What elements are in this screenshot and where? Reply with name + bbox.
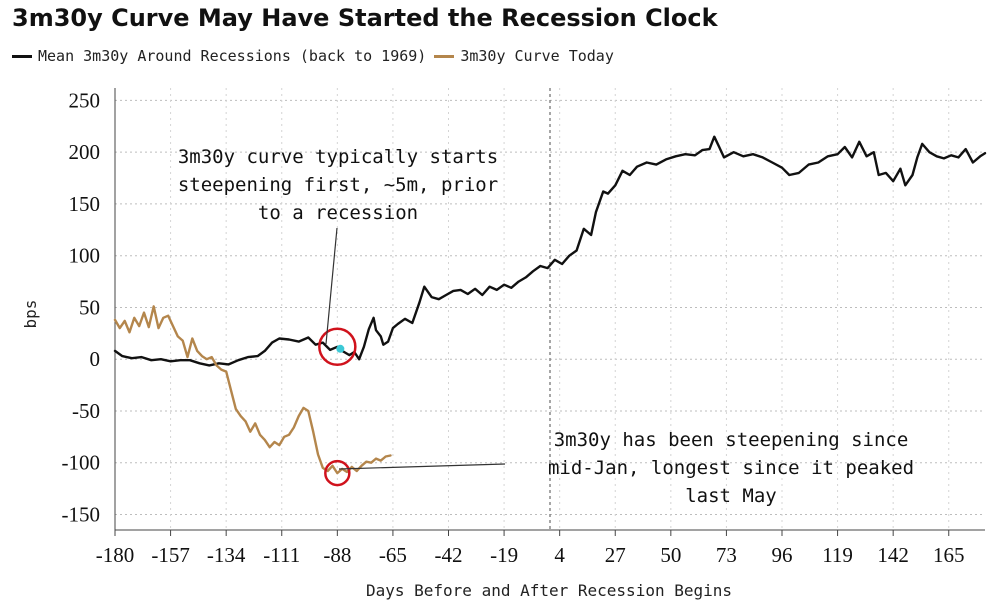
legend-label-mean: Mean 3m30y Around Recessions (back to 19…: [38, 47, 427, 65]
x-tick-label: -19: [490, 543, 518, 567]
x-tick-label: 142: [877, 543, 909, 567]
series-line-mean: [113, 135, 987, 367]
x-tick-label: 4: [554, 543, 565, 567]
y-tick-label: 50: [79, 295, 100, 319]
x-tick-label: 165: [933, 543, 965, 567]
annotation-line: steepening first, ~5m, prior: [178, 174, 498, 196]
y-axis-title: bps: [21, 300, 40, 329]
x-tick-label: 27: [605, 543, 626, 567]
x-axis-title: Days Before and After Recession Begins: [366, 581, 732, 600]
y-tick-label: 200: [69, 140, 101, 164]
y-tick-label: 250: [69, 88, 101, 112]
legend-swatch-today: [434, 54, 455, 58]
legend-label-today: 3m30y Curve Today: [460, 47, 614, 65]
annotation-pointer-1: [325, 227, 338, 345]
legend-item-today: 3m30y Curve Today: [434, 47, 614, 65]
x-tick-label: -65: [379, 543, 407, 567]
annotations: 3m30y curve typically starts steepening f…: [178, 146, 914, 507]
highlight-dot: [336, 344, 345, 353]
y-tick-label: -100: [62, 451, 101, 475]
chart-title: 3m30y Curve May Have Started the Recessi…: [12, 4, 718, 32]
series-lines: [113, 135, 987, 475]
annotation-pointer-2: [338, 463, 506, 470]
x-tick-label: 50: [660, 543, 681, 567]
x-tick-label: -157: [151, 543, 190, 567]
y-tick-label: -150: [62, 502, 101, 526]
x-tick-label: -180: [96, 543, 135, 567]
annotation-line: last May: [685, 485, 777, 507]
y-tick-label: -50: [72, 399, 100, 423]
annotation-line: 3m30y curve typically starts: [178, 146, 498, 168]
highlight-circle: [324, 459, 351, 487]
annotation-line: mid-Jan, longest since it peaked: [548, 457, 914, 479]
x-tick-label: -111: [263, 543, 300, 567]
x-tick-label: 96: [772, 543, 793, 567]
chart-legend: Mean 3m30y Around Recessions (back to 19…: [12, 44, 622, 68]
annotation-line: to a recession: [258, 202, 418, 224]
annotation-text-2: 3m30y has been steepening since mid-Jan, …: [548, 429, 914, 507]
highlight-circle: [318, 327, 357, 367]
annotation-line: 3m30y has been steepening since: [554, 429, 909, 451]
annotation-text-1: 3m30y curve typically starts steepening f…: [178, 146, 498, 224]
x-tick-label: -88: [323, 543, 351, 567]
series-line-today: [113, 305, 392, 475]
legend-swatch-mean: [12, 54, 32, 58]
y-tick-label: 0: [90, 347, 101, 371]
y-tick-label: 100: [69, 244, 101, 268]
x-tick-label: 73: [716, 543, 737, 567]
axes: 250 200 150 100 50 0 -50 -100 -150 -180 -157 -134 -1…: [62, 88, 985, 567]
x-tick-label: -134: [207, 543, 246, 567]
grid-lines: [114, 88, 985, 530]
x-tick-label: 119: [822, 543, 853, 567]
legend-item-mean: Mean 3m30y Around Recessions (back to 19…: [12, 47, 426, 65]
x-tick-label: -42: [435, 543, 463, 567]
y-tick-label: 150: [69, 192, 101, 216]
